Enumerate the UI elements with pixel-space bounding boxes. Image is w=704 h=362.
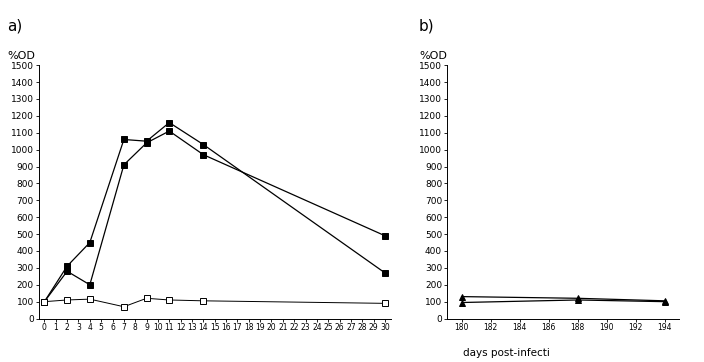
Text: a): a) [7, 18, 23, 33]
Text: %OD: %OD [419, 51, 447, 61]
Text: %OD: %OD [7, 51, 35, 61]
Text: b): b) [419, 18, 434, 33]
Text: days post-infecti: days post-infecti [463, 348, 551, 358]
